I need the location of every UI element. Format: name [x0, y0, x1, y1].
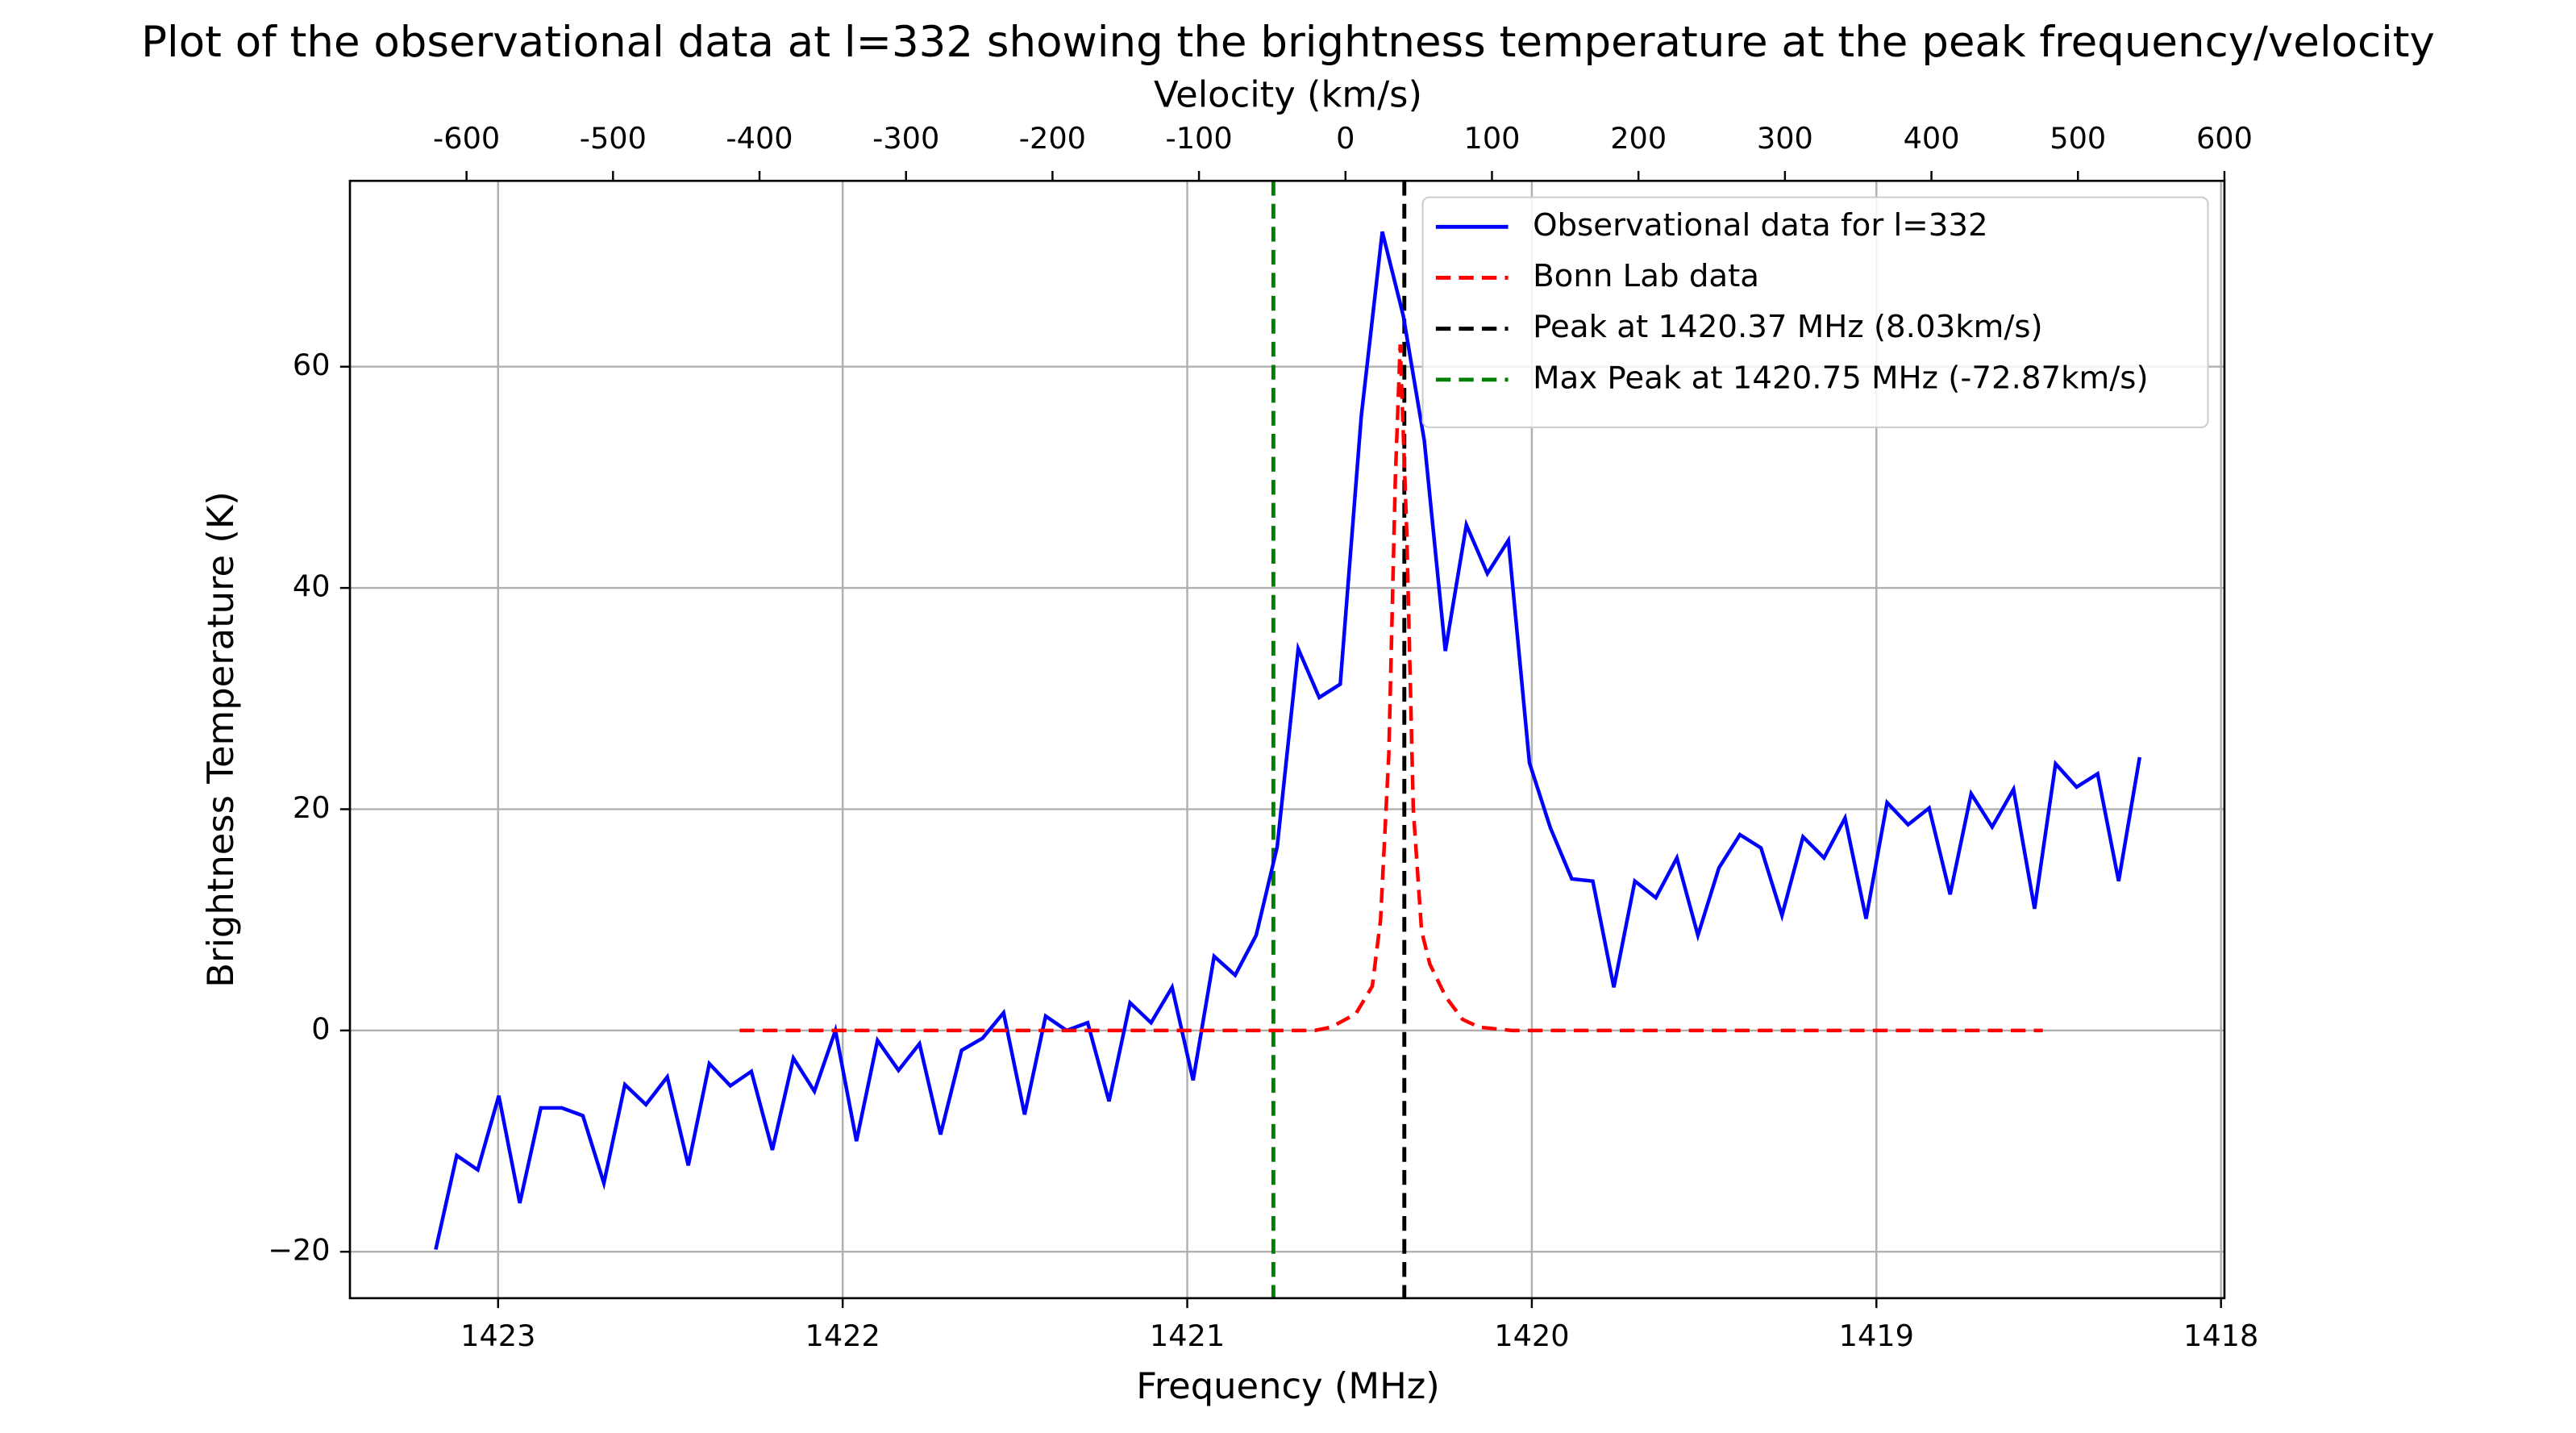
x2-axis-label: Velocity (km/s)	[1154, 73, 1422, 115]
x2-tick-label: 200	[1610, 121, 1667, 156]
x2-tick-label: 300	[1757, 121, 1813, 156]
y-tick-label: 40	[293, 569, 331, 604]
x-tick-label: 1421	[1150, 1318, 1225, 1353]
x2-tick-label: 400	[1904, 121, 1960, 156]
x2-tick-label: 0	[1336, 121, 1355, 156]
data-line	[739, 344, 2043, 1033]
x2-tick-label: -200	[1019, 121, 1086, 156]
data-line	[434, 231, 2142, 1250]
y-tick-label: 20	[293, 790, 331, 825]
x-tick-label: 1423	[460, 1318, 535, 1353]
legend-label: Peak at 1420.37 MHz (8.03km/s)	[1533, 309, 2043, 345]
x2-tick-label: -600	[433, 121, 500, 156]
x2-tick-label: 600	[2196, 121, 2253, 156]
legend-label: Observational data for l=332	[1533, 207, 1988, 244]
y-tick-label: 60	[293, 348, 331, 382]
x2-tick-label: -300	[872, 121, 939, 156]
x-tick-label: 1419	[1839, 1318, 1914, 1353]
x2-tick-label: 500	[2050, 121, 2106, 156]
x2-tick-label: -400	[726, 121, 793, 156]
x2-tick-label: 100	[1464, 121, 1521, 156]
y-tick-label: −20	[268, 1233, 330, 1268]
plot-frame	[348, 179, 2226, 1300]
legend-box	[1421, 196, 2209, 428]
x2-tick-label: -500	[580, 121, 647, 156]
legend-label: Max Peak at 1420.75 MHz (-72.87km/s)	[1533, 360, 2148, 396]
y-axis-label: Brightness Temperature (K)	[199, 491, 242, 987]
x-tick-label: 1422	[805, 1318, 880, 1353]
x-tick-label: 1420	[1494, 1318, 1569, 1353]
x-tick-label: 1418	[2183, 1318, 2258, 1353]
y-tick-label: 0	[311, 1011, 330, 1046]
x2-tick-label: -100	[1166, 121, 1233, 156]
x-axis-label: Frequency (MHz)	[1136, 1364, 1440, 1407]
chart-title: Plot of the observational data at l=332 …	[141, 18, 2435, 67]
legend-label: Bonn Lab data	[1533, 258, 1759, 294]
